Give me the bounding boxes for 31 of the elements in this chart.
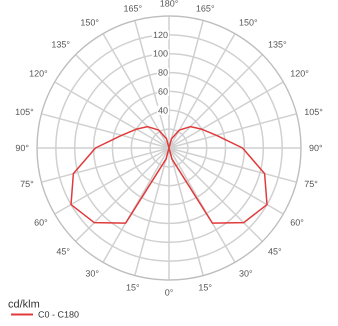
- spoke-label: 90°: [15, 143, 30, 153]
- spoke-label: 0°: [164, 288, 174, 298]
- spoke-label: 180°: [160, 0, 179, 8]
- spoke-label: 135°: [268, 40, 288, 50]
- spoke-label: 15°: [126, 282, 140, 293]
- spoke-label: 120°: [290, 68, 310, 78]
- y-tick-label: 120: [152, 30, 168, 40]
- spoke-label: 90°: [309, 143, 324, 153]
- y-tick-label: 60: [158, 86, 168, 96]
- text: cd/klm: [8, 298, 40, 310]
- y-tick-label: 40: [158, 105, 168, 116]
- spoke-label: 150°: [80, 17, 100, 28]
- spoke-label: 75°: [304, 179, 318, 190]
- spoke-label: 75°: [20, 179, 34, 190]
- spoke-label: 60°: [290, 218, 304, 228]
- legend-label: C0 - C180: [38, 310, 80, 320]
- spoke-label: 135°: [51, 40, 70, 50]
- spoke-label: 15°: [198, 282, 212, 293]
- spoke-label: 165°: [196, 3, 215, 14]
- spoke-label: 105°: [304, 106, 324, 117]
- spoke-label: 150°: [239, 17, 258, 28]
- spoke-label: 45°: [268, 246, 282, 256]
- spoke-label: 165°: [123, 3, 142, 14]
- spoke-label: 30°: [239, 268, 254, 279]
- spoke-label: 30°: [85, 268, 100, 279]
- spoke-label: 45°: [56, 246, 70, 256]
- spoke-label: 120°: [29, 68, 48, 78]
- y-tick-label: 80: [158, 68, 168, 78]
- y-tick-label: 100: [152, 48, 168, 59]
- spoke-label: 60°: [34, 218, 48, 228]
- spoke-label: 105°: [15, 106, 34, 117]
